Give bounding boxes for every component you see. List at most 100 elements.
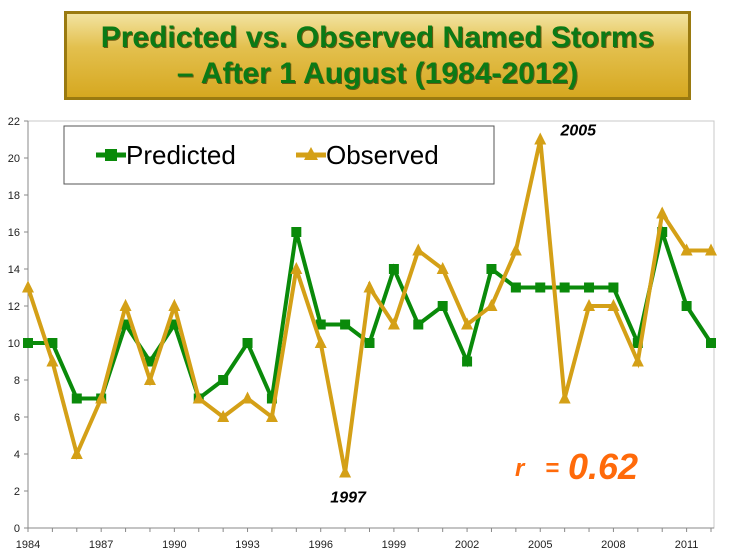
point-predicted xyxy=(584,282,595,293)
y-tick-label: 4 xyxy=(14,449,20,461)
x-tick-label: 2002 xyxy=(455,539,479,551)
point-observed xyxy=(290,262,303,274)
point-predicted xyxy=(242,338,253,348)
point-observed xyxy=(436,262,449,274)
point-predicted xyxy=(608,282,619,293)
y-tick-label: 8 xyxy=(14,375,20,387)
legend-label-observed: Observed xyxy=(326,140,439,170)
point-predicted xyxy=(23,338,33,348)
point-observed xyxy=(119,299,132,311)
point-predicted xyxy=(657,227,668,237)
y-tick-label: 14 xyxy=(8,264,20,276)
plot-area xyxy=(27,120,715,529)
point-observed xyxy=(265,410,278,422)
point-observed xyxy=(241,391,254,404)
point-observed xyxy=(534,132,547,145)
point-observed xyxy=(22,280,34,293)
y-tick-label: 2 xyxy=(14,486,20,498)
correlation-label: r = 0.62 xyxy=(515,446,638,487)
x-tick-label: 1999 xyxy=(382,539,406,551)
x-tick-label: 1996 xyxy=(308,539,332,551)
y-axis: 0 2 4 6 8 10 12 14 16 18 20 22 xyxy=(8,116,29,535)
y-tick-label: 12 xyxy=(8,301,20,313)
point-predicted xyxy=(144,356,155,367)
point-observed xyxy=(70,447,83,459)
point-observed xyxy=(412,243,425,256)
title-banner: Predicted vs. Observed Named Storms – Af… xyxy=(64,11,691,100)
point-predicted xyxy=(364,338,375,348)
point-predicted xyxy=(315,319,326,330)
series-layer xyxy=(22,132,717,478)
x-axis: 1984 1987 1990 1993 1996 1999 2002 2005 2008 2011 xyxy=(16,527,714,551)
y-tick-label: 0 xyxy=(14,523,20,535)
y-tick-label: 20 xyxy=(8,153,20,165)
point-predicted xyxy=(71,393,82,404)
x-tick-label: 2005 xyxy=(528,539,552,551)
point-predicted xyxy=(632,338,643,348)
point-observed xyxy=(680,243,693,256)
point-observed xyxy=(363,280,376,293)
point-observed xyxy=(192,391,205,404)
x-tick-label: 1987 xyxy=(89,539,113,551)
point-predicted xyxy=(510,282,521,293)
point-observed xyxy=(583,299,596,311)
x-tick-label: 1993 xyxy=(235,539,259,551)
legend-label-predicted: Predicted xyxy=(126,140,236,170)
y-tick-label: 18 xyxy=(8,190,20,202)
r-symbol: r xyxy=(515,455,526,482)
point-predicted xyxy=(535,282,546,293)
point-predicted xyxy=(413,319,424,330)
legend: Predicted Observed xyxy=(63,125,495,185)
point-observed xyxy=(631,354,644,367)
point-predicted xyxy=(266,393,277,404)
point-predicted xyxy=(437,301,448,311)
point-predicted xyxy=(388,264,399,274)
point-observed xyxy=(558,391,571,404)
point-observed xyxy=(339,465,352,478)
chart-title-line-2: – After 1 August (1984-2012) xyxy=(176,56,579,90)
point-observed xyxy=(168,299,181,311)
legend-box xyxy=(63,125,495,185)
point-predicted xyxy=(462,356,473,367)
y-tick-label: 16 xyxy=(8,227,20,239)
point-observed xyxy=(485,299,498,311)
point-observed xyxy=(95,391,108,404)
annotation-1997: 1997 xyxy=(330,490,367,507)
point-predicted xyxy=(706,338,716,348)
y-tick-label: 10 xyxy=(8,338,20,350)
point-observed xyxy=(656,206,669,219)
line-chart: 0 2 4 6 8 10 12 14 16 18 20 22 1984 1987 1990 1993 1996… xyxy=(8,116,717,551)
annotations: 2005 1997 xyxy=(330,123,597,507)
point-observed xyxy=(46,354,59,367)
point-observed xyxy=(461,317,474,330)
point-observed xyxy=(314,336,327,348)
point-predicted xyxy=(120,319,131,330)
r-equals: = xyxy=(545,455,559,482)
x-tick-label: 1984 xyxy=(16,539,40,551)
point-predicted xyxy=(218,375,229,385)
chart-title-line-1: Predicted vs. Observed Named Storms xyxy=(100,20,655,54)
legend-marker-observed xyxy=(304,147,318,160)
y-tick-label: 22 xyxy=(8,116,20,128)
point-observed xyxy=(217,410,230,422)
point-predicted xyxy=(559,282,570,293)
point-observed xyxy=(143,373,156,385)
y-tick-label: 6 xyxy=(14,412,20,424)
series-observed xyxy=(22,132,717,478)
point-observed xyxy=(607,299,620,311)
point-predicted xyxy=(291,227,302,237)
point-predicted xyxy=(681,301,692,311)
annotation-2005: 2005 xyxy=(559,123,597,140)
point-predicted xyxy=(169,319,180,330)
x-tick-label: 2008 xyxy=(601,539,625,551)
point-observed xyxy=(387,317,400,330)
legend-marker-predicted xyxy=(105,149,117,161)
x-tick-label: 1990 xyxy=(162,539,186,551)
point-predicted xyxy=(486,264,497,274)
r-value: 0.62 xyxy=(568,446,638,487)
point-observed xyxy=(705,243,717,256)
x-tick-label: 2011 xyxy=(675,539,699,551)
point-predicted xyxy=(47,338,58,348)
point-observed xyxy=(509,243,522,256)
point-predicted xyxy=(340,319,351,330)
